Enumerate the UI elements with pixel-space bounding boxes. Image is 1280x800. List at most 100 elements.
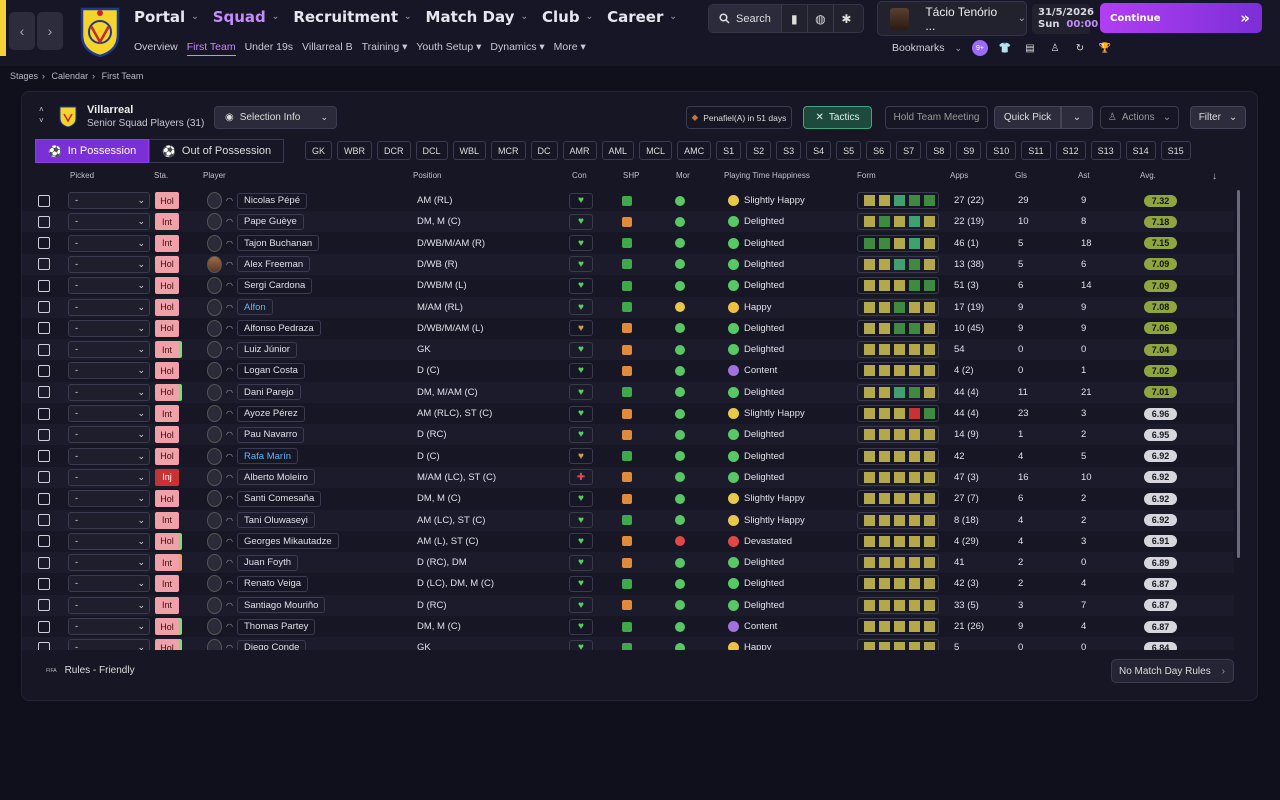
position-button[interactable]: WBR — [337, 141, 373, 160]
player-name-link[interactable]: Pau Navarro — [237, 426, 305, 443]
picked-dropdown[interactable]: - ⌄ — [68, 532, 150, 550]
gear-icon[interactable]: ✱ — [832, 5, 859, 32]
position-button[interactable]: S10 — [986, 141, 1017, 160]
table-row[interactable]: - ⌄ Hol ◠ Nicolas Pépé AM (RL) ♥ Slightly Happy… — [22, 190, 1234, 211]
condition-indicator[interactable]: ♥ — [569, 256, 593, 273]
bookmark-icon[interactable]: ▮ — [780, 5, 807, 32]
condition-indicator[interactable]: ♥ — [569, 618, 593, 635]
column-header-player[interactable]: Player — [203, 171, 226, 180]
picked-dropdown[interactable]: - ⌄ — [68, 362, 150, 380]
status-badge[interactable]: Hol — [155, 618, 179, 635]
picked-dropdown[interactable]: - ⌄ — [68, 575, 150, 593]
select-checkbox[interactable] — [38, 428, 50, 441]
status-badge[interactable]: Hol — [155, 192, 179, 209]
column-header-average[interactable]: Avg. — [1140, 171, 1156, 180]
column-header-assists[interactable]: Ast — [1078, 171, 1090, 180]
table-row[interactable]: - ⌄ Hol ◠ Georges Mikautadze AM (L), ST (C) ♥ D… — [22, 531, 1234, 552]
position-button[interactable]: AMC — [677, 141, 712, 160]
status-badge[interactable]: Inj — [155, 468, 179, 486]
position-button[interactable]: S5 — [836, 141, 862, 160]
select-checkbox[interactable] — [38, 364, 50, 377]
table-row[interactable]: - ⌄ Hol ◠ Thomas Partey DM, M (C) ♥ Content 21 (… — [22, 616, 1234, 637]
select-checkbox[interactable] — [38, 343, 50, 356]
main-nav-item[interactable]: Portal ⌄ — [134, 8, 199, 26]
table-row[interactable]: - ⌄ Int ◠ Tajon Buchanan D/WB/M/AM (R) ♥ Deligh… — [22, 233, 1234, 254]
player-name-link[interactable]: Thomas Partey — [237, 618, 316, 635]
picked-dropdown[interactable]: - ⌄ — [68, 511, 150, 529]
condition-indicator[interactable]: ♥ — [569, 362, 593, 379]
condition-indicator[interactable]: ♥ — [569, 490, 593, 507]
table-row[interactable]: - ⌄ Hol ◠ Sergi Cardona D/WB/M (L) ♥ Delighted 5… — [22, 275, 1234, 296]
condition-indicator[interactable]: ♥ — [569, 277, 593, 294]
clipboard-icon[interactable]: ▤ — [1025, 42, 1035, 54]
position-button[interactable]: S1 — [716, 141, 742, 160]
table-row[interactable]: - ⌄ Int ◠ Ayoze Pérez AM (RLC), ST (C) ♥ Slight… — [22, 403, 1234, 424]
breadcrumb-item[interactable]: Stages — [10, 71, 39, 81]
status-badge[interactable]: Int — [155, 405, 179, 422]
person-icon[interactable]: ♙ — [1050, 42, 1060, 54]
select-checkbox[interactable] — [38, 535, 50, 548]
player-name-link[interactable]: Alex Freeman — [237, 256, 311, 273]
column-header-apps[interactable]: Apps — [950, 171, 969, 180]
condition-indicator[interactable]: ♥ — [569, 533, 593, 550]
picked-dropdown[interactable]: - ⌄ — [68, 341, 150, 359]
picked-dropdown[interactable]: - ⌄ — [68, 319, 150, 337]
select-checkbox[interactable] — [38, 556, 50, 569]
table-row[interactable]: - ⌄ Hol ◠ Dani Parejo DM, M/AM (C) ♥ Delighted 4… — [22, 381, 1234, 403]
player-name-link[interactable]: Alfon — [237, 299, 273, 315]
main-nav-item[interactable]: Squad ⌄ — [213, 8, 280, 26]
player-name-link[interactable]: Pape Guèye — [237, 213, 304, 230]
player-name-link[interactable]: Alfonso Pedraza — [237, 320, 321, 337]
condition-indicator[interactable]: ♥ — [569, 235, 593, 252]
position-button[interactable]: S2 — [746, 141, 772, 160]
select-checkbox[interactable] — [38, 301, 50, 313]
breadcrumb-item[interactable]: First Team — [101, 71, 144, 81]
table-row[interactable]: - ⌄ Int ◠ Renato Veiga D (LC), DM, M (C) ♥ Deli… — [22, 573, 1234, 594]
club-crest-icon[interactable] — [78, 5, 122, 57]
status-badge[interactable]: Hol — [155, 319, 179, 337]
select-checkbox[interactable] — [38, 258, 50, 271]
trophy-icon[interactable]: 🏆 — [1098, 42, 1112, 54]
table-row[interactable]: - ⌄ Int ◠ Luiz Júnior GK ♥ Delighted 54 0 0 7.04 — [22, 339, 1234, 361]
table-row[interactable]: - ⌄ Inj ◠ Alberto Moleiro M/AM (LC), ST (C) ✚ D… — [22, 466, 1234, 488]
player-name-link[interactable]: Dani Parejo — [237, 384, 301, 401]
picked-dropdown[interactable]: - ⌄ — [68, 596, 150, 614]
picked-dropdown[interactable]: - ⌄ — [68, 383, 150, 401]
column-header-condition[interactable]: Con — [572, 171, 587, 180]
refresh-icon[interactable]: ↻ — [1075, 42, 1085, 54]
picked-dropdown[interactable]: - ⌄ — [68, 447, 150, 465]
status-badge[interactable]: Hol — [155, 362, 179, 380]
position-button[interactable]: S3 — [776, 141, 802, 160]
column-header-morale[interactable]: Mor — [676, 171, 690, 180]
status-badge[interactable]: Hol — [155, 490, 179, 508]
filter-dropdown[interactable]: Filter ⌄ — [1190, 106, 1246, 129]
player-name-link[interactable]: Rafa Marín — [237, 448, 298, 465]
select-checkbox[interactable] — [38, 514, 50, 526]
status-badge[interactable]: Hol — [155, 383, 179, 401]
sub-nav-item[interactable]: Dynamics ▾ — [490, 41, 545, 53]
select-checkbox[interactable] — [38, 492, 50, 505]
quick-pick-dropdown[interactable]: ⌄ — [1061, 106, 1093, 129]
select-checkbox[interactable] — [38, 407, 50, 420]
search-button[interactable]: Search — [709, 5, 781, 32]
column-header-happiness[interactable]: Playing Time Happiness — [724, 171, 810, 180]
position-button[interactable]: S6 — [866, 141, 892, 160]
position-button[interactable]: S7 — [896, 141, 922, 160]
condition-indicator[interactable]: ♥ — [569, 299, 593, 315]
position-button[interactable]: GK — [305, 141, 333, 160]
condition-indicator[interactable]: ♥ — [569, 448, 593, 465]
position-button[interactable]: S15 — [1160, 141, 1191, 160]
status-badge[interactable]: Hol — [155, 426, 179, 444]
continue-button[interactable]: Continue » — [1100, 3, 1262, 33]
column-header-form[interactable]: Form — [857, 171, 876, 180]
sub-nav-item[interactable]: Training ▾ — [361, 41, 408, 53]
position-button[interactable]: DCL — [415, 141, 448, 160]
sub-nav-item[interactable]: Under 19s — [244, 41, 294, 53]
position-button[interactable]: MCR — [491, 141, 526, 160]
condition-indicator[interactable]: ♥ — [569, 575, 593, 592]
position-button[interactable]: S13 — [1090, 141, 1121, 160]
picked-dropdown[interactable]: - ⌄ — [68, 234, 150, 252]
condition-indicator[interactable]: ♥ — [569, 426, 593, 443]
select-checkbox[interactable] — [38, 599, 50, 612]
condition-indicator[interactable]: ♥ — [569, 554, 593, 571]
